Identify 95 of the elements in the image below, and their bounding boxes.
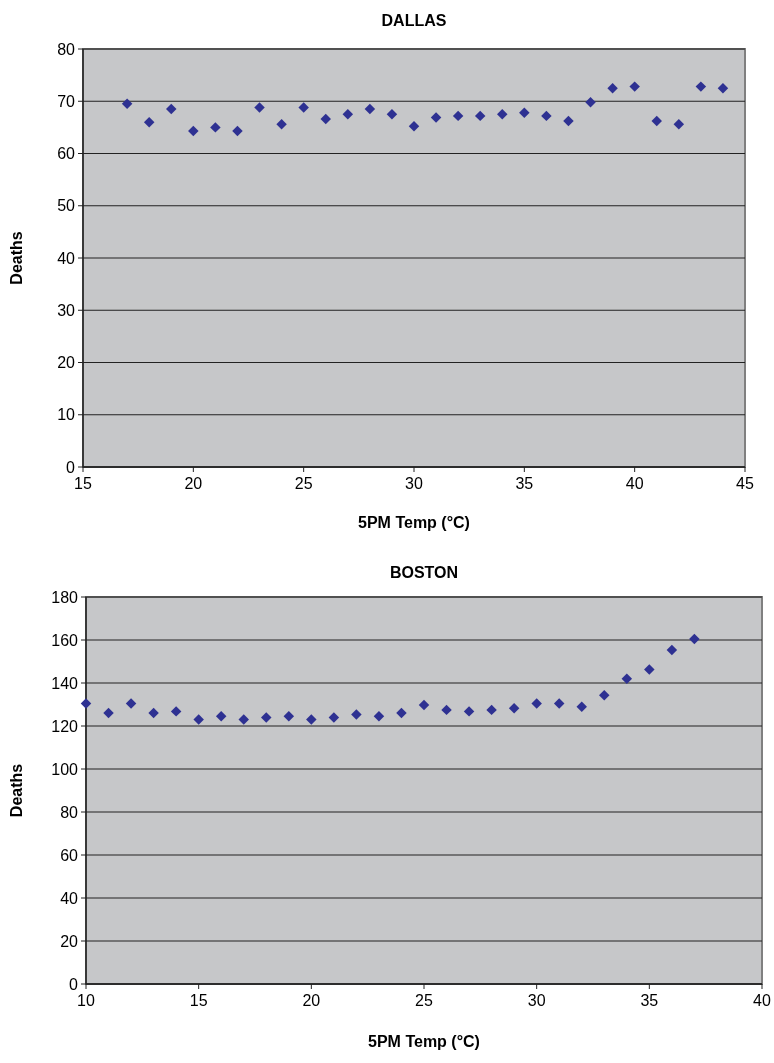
point xyxy=(328,712,340,723)
x-tick-label: 20 xyxy=(184,475,203,492)
y-tick-label: 0 xyxy=(69,975,79,993)
x-tick-label: 35 xyxy=(515,475,534,492)
point xyxy=(541,110,552,122)
y-tick-label: 0 xyxy=(66,458,76,476)
y-tick-label: 60 xyxy=(57,145,76,163)
point xyxy=(283,711,295,722)
point xyxy=(103,707,114,719)
y-tick-label: 120 xyxy=(51,717,79,735)
y-tick-label: 10 xyxy=(57,406,76,424)
point xyxy=(188,125,199,137)
y-tick-label: 20 xyxy=(60,932,79,950)
point xyxy=(452,110,464,122)
y-tick-label: 20 xyxy=(57,354,76,372)
point xyxy=(386,109,398,120)
y-tick-label: 30 xyxy=(57,301,76,319)
point xyxy=(621,673,633,684)
point xyxy=(238,714,249,725)
x-tick-label: 25 xyxy=(415,992,433,1009)
chart-title: BOSTON xyxy=(389,564,459,581)
y-tick-label: 100 xyxy=(51,760,79,778)
point xyxy=(585,97,596,108)
point xyxy=(629,81,640,92)
point xyxy=(121,98,133,110)
point xyxy=(689,633,700,645)
point xyxy=(563,115,574,127)
point xyxy=(193,714,204,725)
y-tick-label: 40 xyxy=(60,889,79,907)
point xyxy=(695,81,707,92)
point xyxy=(408,121,420,132)
point xyxy=(261,712,272,723)
point xyxy=(298,102,309,113)
point xyxy=(125,698,137,709)
point xyxy=(170,706,182,717)
point xyxy=(508,702,520,714)
point xyxy=(576,701,587,712)
x-tick-label: 30 xyxy=(405,475,423,492)
point xyxy=(143,116,155,128)
x-tick-label: 15 xyxy=(189,992,208,1009)
y-tick-label: 180 xyxy=(51,588,79,606)
y-tick-label: 140 xyxy=(51,674,79,692)
point xyxy=(373,711,385,722)
y-tick-label: 160 xyxy=(51,631,79,649)
point xyxy=(441,704,452,716)
point xyxy=(418,699,430,711)
point xyxy=(607,82,618,94)
point xyxy=(519,107,530,118)
point xyxy=(351,709,362,720)
point xyxy=(306,714,317,725)
x-tick-label: 40 xyxy=(753,992,771,1009)
x-tick-label: 10 xyxy=(77,992,95,1009)
x-tick-label: 15 xyxy=(74,475,92,492)
point xyxy=(396,707,407,719)
point xyxy=(276,119,287,130)
point xyxy=(232,125,243,137)
point xyxy=(342,109,354,120)
point xyxy=(651,115,662,127)
point xyxy=(599,690,610,701)
chart-title: DALLAS xyxy=(381,12,447,29)
point xyxy=(673,119,685,130)
y-tick-label: 60 xyxy=(60,846,79,864)
x-tick-label: 45 xyxy=(736,475,754,492)
point xyxy=(430,112,442,123)
x-tick-label: 30 xyxy=(527,992,546,1009)
x-tick-label: 40 xyxy=(625,475,644,492)
y-tick-label: 80 xyxy=(57,40,76,58)
point xyxy=(553,698,565,709)
y-tick-label: 40 xyxy=(57,249,76,267)
point xyxy=(320,113,331,125)
point xyxy=(531,698,542,709)
point xyxy=(148,707,159,719)
point xyxy=(215,711,227,722)
point xyxy=(166,103,177,115)
point xyxy=(210,122,221,133)
x-axis-title: 5PM Temp (°C) xyxy=(368,1033,480,1050)
x-tick-label: 35 xyxy=(640,992,659,1009)
x-axis-title: 5PM Temp (°C) xyxy=(358,514,470,531)
y-axis-title: Deaths xyxy=(8,763,25,818)
point xyxy=(497,109,508,120)
point xyxy=(486,704,497,716)
x-tick-label: 20 xyxy=(302,992,321,1009)
point xyxy=(666,644,678,656)
point xyxy=(80,698,92,709)
x-tick-label: 25 xyxy=(294,475,313,492)
point xyxy=(463,706,475,717)
point xyxy=(474,110,486,122)
y-tick-label: 50 xyxy=(57,197,76,215)
y-tick-label: 80 xyxy=(60,803,79,821)
point xyxy=(254,102,265,113)
point xyxy=(644,664,655,675)
point xyxy=(364,103,376,115)
y-tick-label: 70 xyxy=(57,92,76,110)
point xyxy=(717,82,729,94)
y-axis-title: Deaths xyxy=(8,231,25,285)
